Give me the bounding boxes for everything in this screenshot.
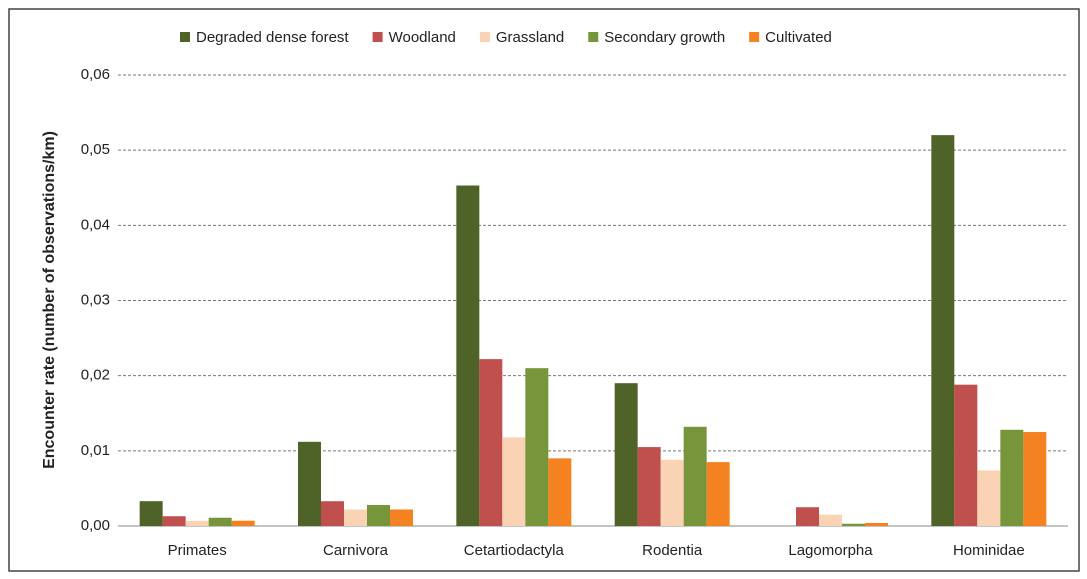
y-tick-label: 0,02 xyxy=(81,367,110,384)
bar xyxy=(842,523,865,526)
bar xyxy=(637,447,661,526)
y-axis-label: Encounter rate (number of observations/k… xyxy=(41,131,58,469)
legend-label: Degraded dense forest xyxy=(196,29,349,46)
bar xyxy=(231,520,255,526)
bar xyxy=(367,504,390,526)
bar xyxy=(162,516,186,526)
x-tick-label: Carnivora xyxy=(323,542,389,559)
y-tick-label: 0,03 xyxy=(81,291,110,308)
bar xyxy=(548,458,572,526)
bar xyxy=(139,501,163,526)
legend-label: Grassland xyxy=(496,29,564,46)
x-tick-label: Primates xyxy=(168,542,227,559)
y-tick-label: 0,04 xyxy=(81,216,110,233)
bar xyxy=(796,507,819,526)
bar xyxy=(456,185,480,526)
bar xyxy=(660,459,684,526)
legend-swatch xyxy=(749,32,760,42)
bar xyxy=(865,522,888,526)
bar xyxy=(1023,432,1047,526)
bar xyxy=(954,384,978,526)
bar xyxy=(390,509,413,526)
bar xyxy=(208,517,232,526)
bar xyxy=(479,359,503,526)
y-tick-label: 0,01 xyxy=(81,442,110,459)
bar xyxy=(683,426,707,526)
bar xyxy=(706,462,730,526)
bar xyxy=(525,368,549,526)
bar xyxy=(502,437,526,526)
bar xyxy=(185,520,209,526)
bar xyxy=(321,501,344,526)
bar xyxy=(1000,429,1024,526)
legend-label: Cultivated xyxy=(765,29,832,46)
legend-swatch xyxy=(372,32,383,42)
legend-label: Woodland xyxy=(389,29,456,46)
x-tick-label: Lagomorpha xyxy=(788,542,873,559)
bar xyxy=(298,441,321,526)
x-tick-label: Hominidae xyxy=(953,542,1025,559)
legend-swatch xyxy=(588,32,599,42)
bar xyxy=(819,514,842,526)
y-tick-label: 0,06 xyxy=(81,66,110,83)
legend-label: Secondary growth xyxy=(604,29,725,46)
y-tick-label: 0,05 xyxy=(81,141,110,158)
bar xyxy=(344,509,367,526)
x-tick-label: Rodentia xyxy=(642,542,703,559)
legend-swatch xyxy=(180,32,190,42)
x-tick-label: Cetartiodactyla xyxy=(464,542,565,559)
legend-swatch xyxy=(479,32,490,42)
y-tick-label: 0,00 xyxy=(81,517,110,534)
bar xyxy=(977,470,1001,526)
bar xyxy=(931,135,955,526)
bar xyxy=(614,383,638,526)
